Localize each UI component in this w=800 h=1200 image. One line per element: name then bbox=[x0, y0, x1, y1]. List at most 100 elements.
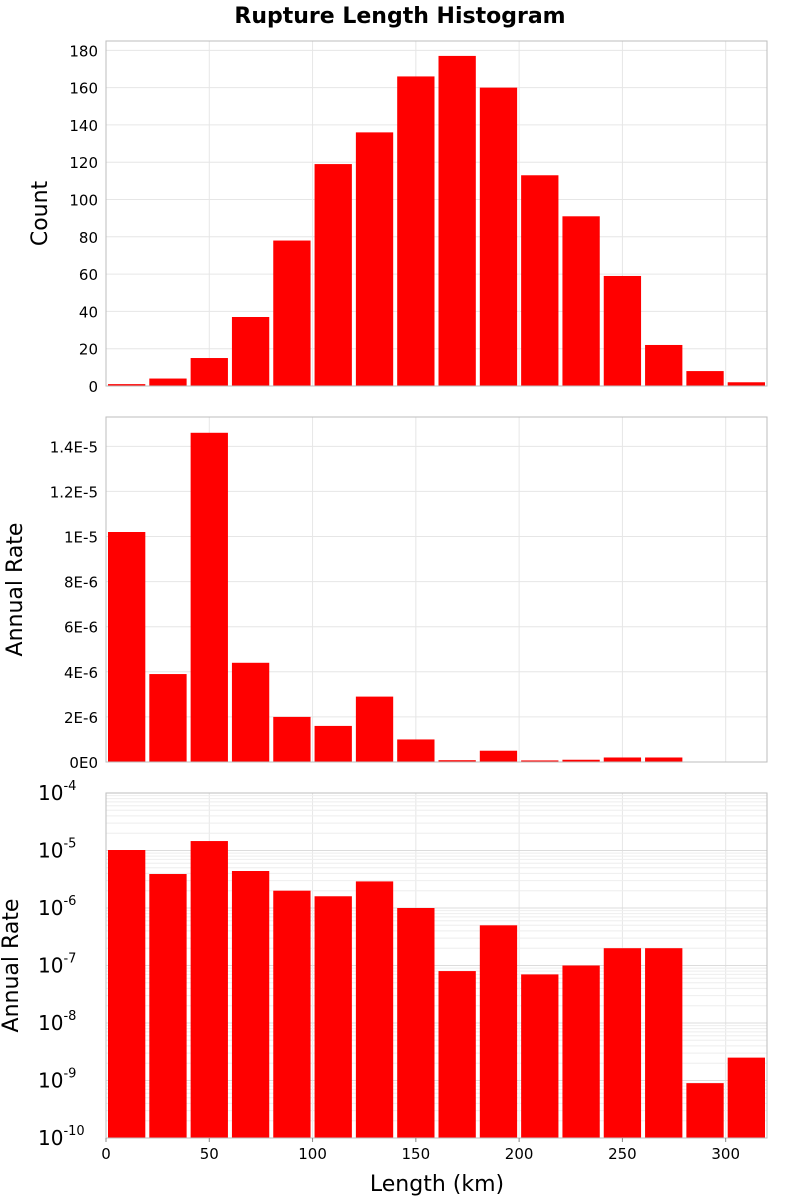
bar bbox=[479, 87, 518, 387]
y-tick-exponent: -9 bbox=[63, 1067, 76, 1082]
bar bbox=[686, 371, 724, 386]
bar bbox=[521, 760, 559, 762]
bar bbox=[355, 132, 394, 386]
y-axis-label: Count bbox=[28, 180, 53, 246]
bar bbox=[727, 382, 765, 386]
bar bbox=[190, 841, 228, 1138]
bar bbox=[231, 662, 270, 762]
y-tick-label: 160 bbox=[69, 80, 98, 98]
y-tick-label: 20 bbox=[79, 341, 98, 359]
bar bbox=[521, 974, 559, 1138]
bar bbox=[355, 696, 394, 762]
bar bbox=[149, 674, 187, 762]
y-tick-base: 10 bbox=[38, 896, 63, 920]
y-tick-label: 10-4 bbox=[38, 779, 76, 805]
y-tick-label: 10-10 bbox=[38, 1124, 85, 1150]
y-tick-base: 10 bbox=[38, 781, 63, 805]
y-axis-label: Annual Rate bbox=[0, 899, 24, 1033]
x-tick-label: 150 bbox=[402, 1145, 431, 1163]
bar bbox=[438, 971, 476, 1138]
bar bbox=[149, 378, 187, 386]
y-tick-label: 10-8 bbox=[38, 1009, 76, 1035]
bar bbox=[108, 384, 146, 386]
x-axis-label: Length (km) bbox=[370, 1172, 504, 1197]
bar bbox=[479, 925, 518, 1138]
bar bbox=[397, 739, 435, 762]
y-tick-exponent: -10 bbox=[63, 1124, 84, 1139]
bar bbox=[562, 759, 600, 762]
bar bbox=[521, 175, 559, 386]
y-tick-base: 10 bbox=[38, 1126, 63, 1150]
bar bbox=[562, 216, 600, 386]
y-tick-label: 100 bbox=[69, 192, 98, 210]
y-tick-exponent: -6 bbox=[63, 894, 76, 909]
plot-area bbox=[106, 41, 767, 386]
bar bbox=[603, 948, 642, 1138]
y-axis-label: Annual Rate bbox=[3, 523, 28, 657]
y-tick-label: 0E0 bbox=[69, 754, 98, 772]
bar bbox=[355, 881, 394, 1138]
y-tick-label: 180 bbox=[69, 42, 98, 60]
bar bbox=[686, 1083, 724, 1138]
y-tick-base: 10 bbox=[38, 1069, 63, 1093]
bar bbox=[314, 725, 352, 762]
y-tick-base: 10 bbox=[38, 839, 63, 863]
bar bbox=[397, 908, 435, 1138]
bar bbox=[645, 948, 683, 1138]
x-tick-label: 100 bbox=[298, 1145, 327, 1163]
bar bbox=[273, 240, 311, 386]
y-tick-label: 8E-6 bbox=[64, 574, 98, 592]
y-tick-exponent: -7 bbox=[63, 952, 76, 967]
y-tick-base: 10 bbox=[38, 954, 63, 978]
bar bbox=[149, 874, 187, 1138]
y-tick-label: 40 bbox=[79, 303, 98, 321]
x-tick-label: 300 bbox=[711, 1145, 740, 1163]
bar bbox=[231, 317, 270, 386]
y-tick-label: 80 bbox=[79, 229, 98, 247]
y-tick-exponent: -8 bbox=[63, 1009, 76, 1024]
bar bbox=[603, 757, 642, 762]
y-tick-label: 10-5 bbox=[38, 837, 76, 863]
bar bbox=[190, 432, 228, 762]
chart-panel-2: 0E0 2E-6 4E-6 6E-6 8E-6 1E-5 1.2E-5 1.4E-5 Annua… bbox=[3, 416, 768, 772]
y-tick-label: 0 bbox=[88, 378, 98, 396]
bar bbox=[645, 344, 683, 386]
plot-frame bbox=[105, 40, 768, 387]
y-tick-label: 4E-6 bbox=[64, 664, 98, 682]
y-tick-label: 120 bbox=[69, 154, 98, 172]
chart-title: Rupture Length Histogram bbox=[234, 4, 565, 29]
bar bbox=[108, 850, 146, 1138]
y-tick-exponent: -4 bbox=[63, 779, 76, 794]
bar bbox=[645, 757, 683, 762]
bar bbox=[603, 275, 642, 386]
y-tick-label: 2E-6 bbox=[64, 709, 98, 727]
bar bbox=[231, 871, 270, 1138]
y-tick-label: 60 bbox=[79, 266, 98, 284]
y-tick-label: 10-9 bbox=[38, 1067, 76, 1093]
y-tick-exponent: -5 bbox=[63, 837, 76, 852]
chart-panels: 020406080100120140160180Count0E02E-64E-6… bbox=[0, 40, 768, 1163]
bar bbox=[314, 896, 352, 1138]
y-tick-label: 10-7 bbox=[38, 952, 76, 978]
bar bbox=[314, 164, 352, 386]
bar bbox=[273, 890, 311, 1138]
x-tick-label: 0 bbox=[101, 1145, 111, 1163]
bar bbox=[397, 76, 435, 386]
bar bbox=[190, 358, 228, 386]
bar bbox=[273, 716, 311, 762]
bar bbox=[438, 55, 476, 387]
y-tick-label: 6E-6 bbox=[64, 619, 98, 637]
y-tick-label: 10-6 bbox=[38, 894, 76, 920]
plot-frame bbox=[105, 792, 768, 1139]
y-tick-label: 1E-5 bbox=[64, 529, 98, 547]
chart-panel-1: 0 20 40 60 80 100 120 140 160 180 Count bbox=[28, 40, 768, 396]
bar bbox=[562, 965, 600, 1138]
x-tick-label: 250 bbox=[608, 1145, 637, 1163]
y-tick-base: 10 bbox=[38, 1011, 63, 1035]
x-tick-label: 200 bbox=[505, 1145, 534, 1163]
bar bbox=[438, 760, 476, 762]
bar bbox=[479, 750, 518, 762]
